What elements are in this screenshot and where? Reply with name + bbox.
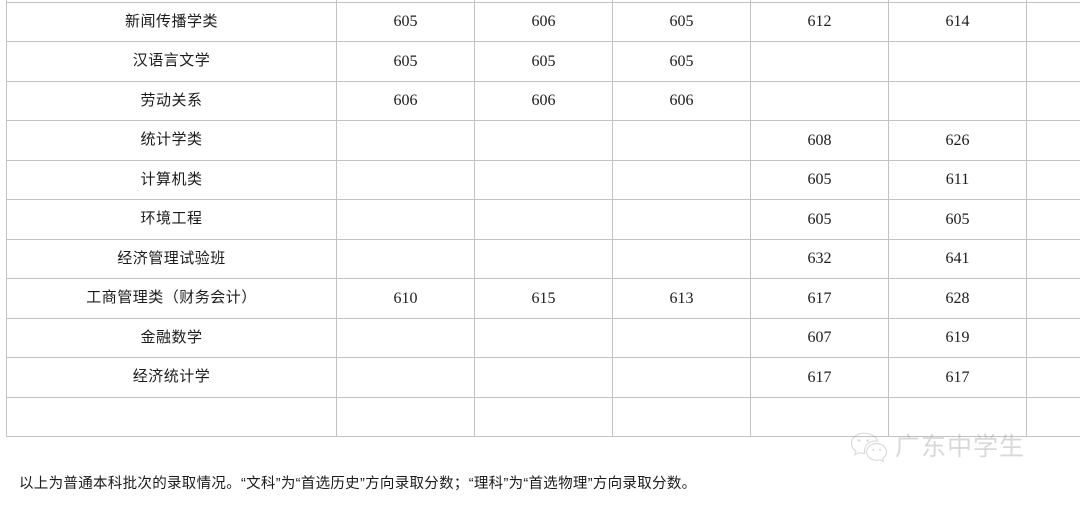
score-cell: 611: [888, 159, 1027, 200]
score-cell: [612, 120, 751, 161]
score-cell: [750, 41, 889, 82]
score-cell: 605: [612, 1, 751, 42]
score-cell: 605: [888, 199, 1027, 240]
score-cell: [612, 159, 751, 200]
score-cell: [336, 159, 475, 200]
score-cell: [336, 357, 475, 398]
score-cell: [336, 396, 475, 437]
score-cell: 613: [1026, 1, 1080, 42]
major-name-cell: 环境工程: [6, 199, 337, 240]
score-cell: 612: [750, 1, 889, 42]
table-row: 汉语言文学 605 605 605: [6, 41, 1080, 82]
score-cell: 641: [888, 238, 1027, 279]
score-cell: [612, 396, 751, 437]
admission-score-table: 法语602602602607607607新闻传播学类60560660561261…: [6, 0, 1080, 437]
score-cell: 613: [1026, 120, 1080, 161]
score-cell: [474, 396, 613, 437]
table-row: 计算机类 605611607: [6, 159, 1080, 200]
score-cell: [336, 317, 475, 358]
footer-note: 以上为普通本科批次的录取情况。“文科”为“首选历史”方向录取分数；“理科”为“首…: [19, 476, 697, 492]
table-row: 金融数学 607619610: [6, 317, 1080, 358]
score-cell: 626: [888, 120, 1027, 161]
score-cell: [474, 238, 613, 279]
score-cell: 605: [750, 199, 889, 240]
score-cell: 610: [336, 278, 475, 319]
score-table-container: 法语602602602607607607新闻传播学类60560660561261…: [6, 0, 1080, 437]
score-cell: 622: [1026, 278, 1080, 319]
score-cell: 607: [1026, 159, 1080, 200]
major-name-cell: 金融数学: [6, 317, 337, 358]
score-cell: 632: [750, 238, 889, 279]
table-row: 统计学类 608626613: [6, 120, 1080, 161]
major-name-cell: 劳动关系: [6, 80, 337, 121]
table-row: [6, 396, 1080, 437]
score-cell: [336, 120, 475, 161]
score-cell: [336, 238, 475, 279]
score-cell: [888, 396, 1027, 437]
score-cell: [612, 317, 751, 358]
major-name-cell: 计算机类: [6, 159, 337, 200]
score-cell: 614: [888, 1, 1027, 42]
score-cell: 617: [888, 357, 1027, 398]
score-cell: 635: [1026, 238, 1080, 279]
score-cell: 617: [750, 278, 889, 319]
score-cell: 606: [612, 80, 751, 121]
major-name-cell: 新闻传播学类: [6, 1, 337, 42]
score-cell: 605: [1026, 199, 1080, 240]
score-cell: 607: [750, 317, 889, 358]
score-cell: 605: [336, 41, 475, 82]
table-row: 经济管理试验班 632641635: [6, 238, 1080, 279]
score-cell: 605: [474, 41, 613, 82]
score-cell: 613: [612, 278, 751, 319]
watermark-text: 广东中学生: [895, 432, 1026, 461]
score-cell: [474, 159, 613, 200]
score-cell: [1026, 41, 1080, 82]
table-row: 环境工程605605605: [6, 199, 1080, 240]
score-cell: [474, 317, 613, 358]
score-cell: [474, 199, 613, 240]
score-cell: [750, 396, 889, 437]
score-cell: [888, 41, 1027, 82]
score-cell: 628: [888, 278, 1027, 319]
score-cell: [750, 80, 889, 121]
score-cell: [474, 120, 613, 161]
score-cell: [612, 238, 751, 279]
table-row: 新闻传播学类605606605612614613: [6, 1, 1080, 42]
score-cell: 615: [474, 278, 613, 319]
major-name-cell: 经济统计学: [6, 357, 337, 398]
score-cell: 605: [612, 41, 751, 82]
score-cell: 608: [750, 120, 889, 161]
score-cell: [336, 199, 475, 240]
score-cell: 605: [750, 159, 889, 200]
table-row: 劳动关系 606 606 606: [6, 80, 1080, 121]
score-cell: [888, 80, 1027, 121]
major-name-cell: 汉语言文学: [6, 41, 337, 82]
score-cell: 606: [336, 80, 475, 121]
score-cell: 605: [336, 1, 475, 42]
major-name-cell: 工商管理类（财务会计）: [6, 278, 337, 319]
score-cell: 606: [474, 1, 613, 42]
table-row: 经济统计学617617617: [6, 357, 1080, 398]
table-row: 工商管理类（财务会计）610615613617628622: [6, 278, 1080, 319]
score-cell: [1026, 80, 1080, 121]
score-cell: 610: [1026, 317, 1080, 358]
score-cell: [474, 357, 613, 398]
score-cell: 617: [750, 357, 889, 398]
score-cell: [1026, 396, 1080, 437]
score-cell: [612, 199, 751, 240]
major-name-cell: 经济管理试验班: [6, 238, 337, 279]
major-name-cell: [6, 396, 337, 437]
score-cell: 606: [474, 80, 613, 121]
score-cell: 617: [1026, 357, 1080, 398]
score-cell: [612, 357, 751, 398]
major-name-cell: 统计学类: [6, 120, 337, 161]
score-cell: 619: [888, 317, 1027, 358]
